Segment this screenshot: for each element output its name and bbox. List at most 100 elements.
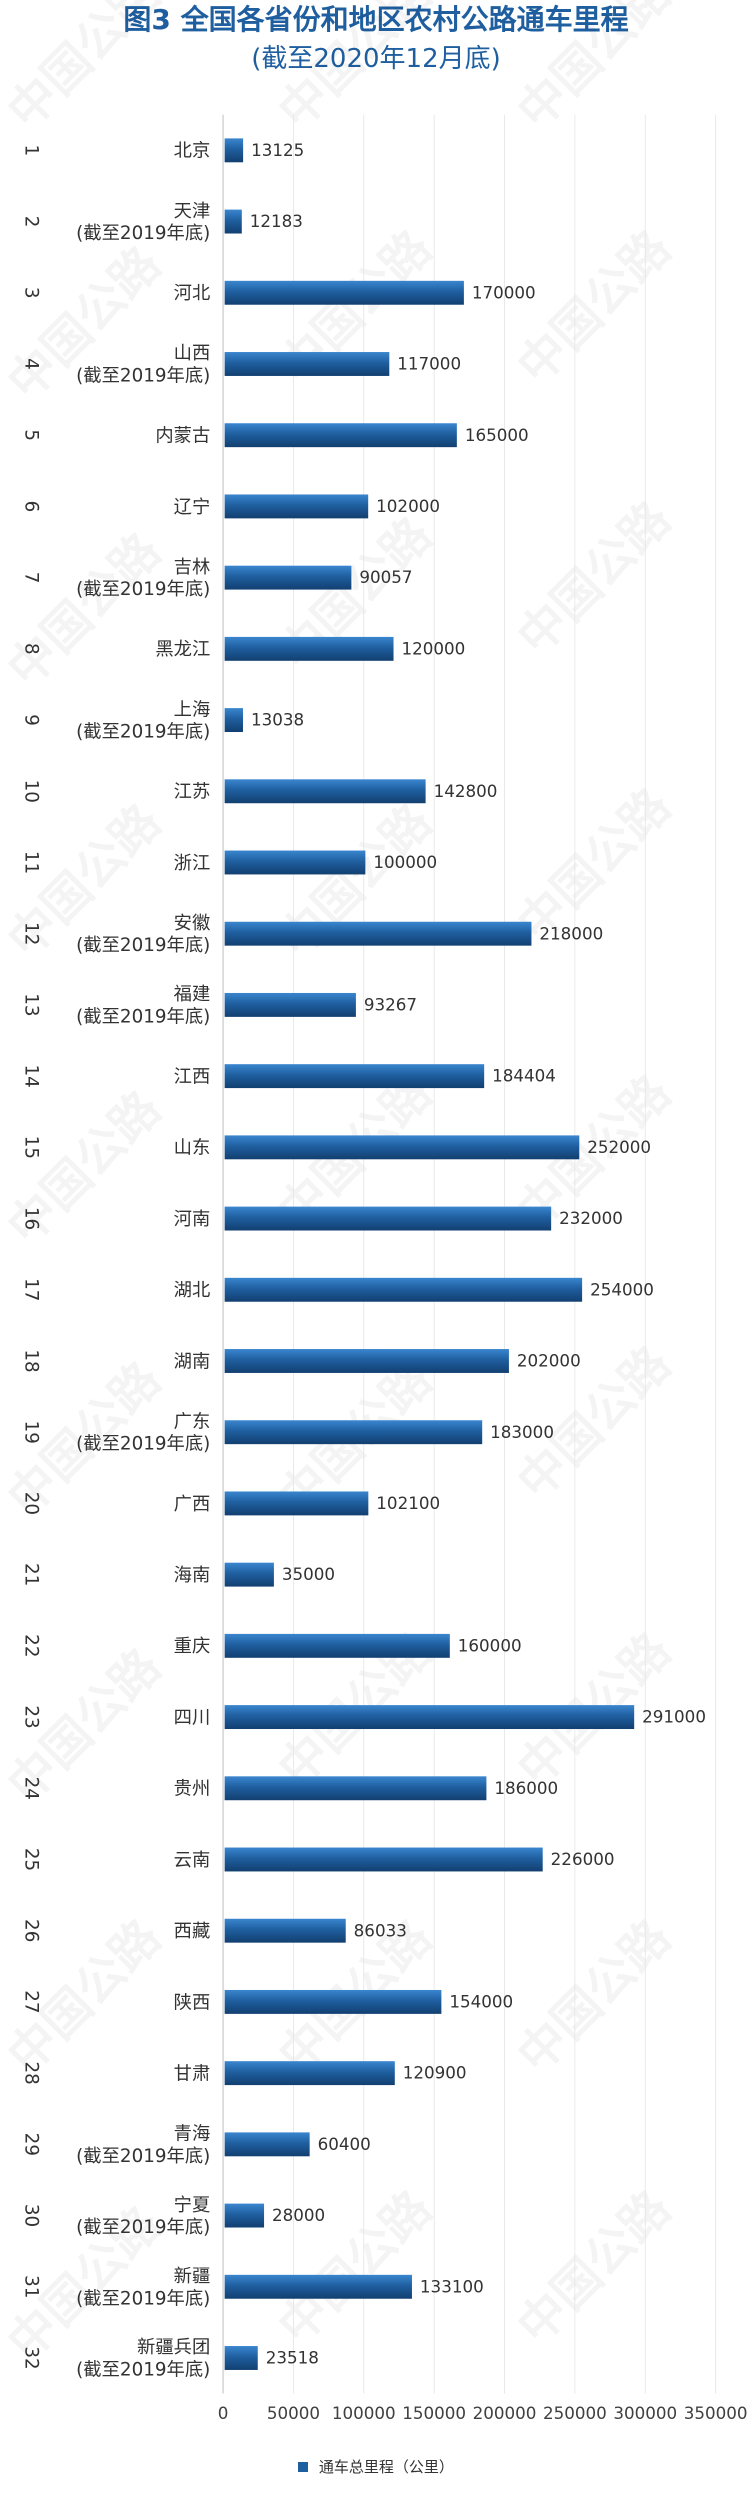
data-label: 28000 <box>272 2205 325 2225</box>
data-label: 160000 <box>458 1635 522 1655</box>
data-label: 102100 <box>376 1493 440 1513</box>
data-label: 93267 <box>364 994 417 1014</box>
chart-title-block: 图3 全国各省份和地区农村公路通车里程 (截至2020年12月底) <box>0 0 752 78</box>
category-label: 西藏 <box>174 1921 211 1942</box>
category-index: 9 <box>20 714 41 726</box>
bar <box>224 565 352 590</box>
watermark-text: 中国公路 <box>507 1910 681 2084</box>
category-label: 上海 <box>174 699 211 720</box>
category-label: 浙江 <box>174 853 211 874</box>
category-label: 安徽 <box>174 913 211 934</box>
data-label: 186000 <box>494 1778 558 1798</box>
category-index: 17 <box>20 1278 41 1301</box>
legend: 通车总里程（公里） <box>0 2456 752 2477</box>
category-index: 2 <box>20 216 41 228</box>
data-label: 254000 <box>590 1279 654 1299</box>
watermark-text: 中国公路 <box>507 221 681 395</box>
category-label: 四川 <box>174 1707 211 1728</box>
watermark-text: 中国公路 <box>507 0 681 140</box>
category-note: (截至2019年底) <box>76 579 210 600</box>
x-tick-label: 250000 <box>543 2403 607 2423</box>
bar <box>224 1633 450 1658</box>
data-label: 86033 <box>354 1920 407 1940</box>
bar <box>224 1135 580 1160</box>
data-label: 100000 <box>373 852 437 872</box>
bar <box>224 1277 583 1302</box>
data-label: 120000 <box>401 638 465 658</box>
category-note: (截至2019年底) <box>76 2217 210 2238</box>
category-note: (截至2019年底) <box>76 935 210 956</box>
category-note: (截至2019年底) <box>76 2288 210 2309</box>
watermark-text: 中国公路 <box>0 0 172 140</box>
bar <box>224 2203 265 2228</box>
bar <box>224 708 243 733</box>
x-tick-label: 0 <box>218 2403 229 2423</box>
chart-title: 图3 全国各省份和地区农村公路通车里程 <box>123 3 629 36</box>
category-note: (截至2019年底) <box>76 2360 210 2381</box>
bar <box>224 1562 274 1587</box>
category-label: 陕西 <box>174 1992 211 2013</box>
bar <box>224 1349 509 1373</box>
chart-subtitle: (截至2020年12月底) <box>251 44 501 74</box>
category-note: (截至2019年底) <box>76 366 210 387</box>
watermark-text: 中国公路 <box>268 0 442 140</box>
category-note: (截至2019年底) <box>76 1434 210 1455</box>
data-label: 142800 <box>434 781 498 801</box>
category-index: 7 <box>20 572 41 584</box>
bar <box>224 2061 395 2086</box>
bar <box>224 423 457 448</box>
category-index: 6 <box>20 501 41 513</box>
data-label: 35000 <box>282 1564 335 1584</box>
category-note: (截至2019年底) <box>76 2146 210 2167</box>
category-index: 16 <box>20 1207 41 1230</box>
category-index: 12 <box>20 922 41 945</box>
x-tick-label: 150000 <box>402 2403 466 2423</box>
category-label: 新疆 <box>174 2266 211 2287</box>
category-index: 5 <box>20 429 41 441</box>
category-index: 4 <box>20 358 41 370</box>
bar <box>224 921 532 946</box>
x-tick-label: 300000 <box>613 2403 677 2423</box>
category-index: 20 <box>20 1492 41 1515</box>
data-label: 183000 <box>490 1422 554 1442</box>
bar <box>224 779 426 804</box>
category-label: 云南 <box>174 1850 211 1871</box>
data-label: 90057 <box>359 567 412 587</box>
category-index: 26 <box>20 1919 41 1942</box>
data-label: 184404 <box>492 1066 556 1086</box>
category-note: (截至2019年底) <box>76 722 210 743</box>
category-index: 29 <box>20 2133 41 2156</box>
data-label: 202000 <box>517 1351 581 1371</box>
category-index: 21 <box>20 1563 41 1586</box>
category-label: 山西 <box>174 343 211 364</box>
category-label: 山东 <box>174 1138 211 1159</box>
bar <box>224 1847 543 1872</box>
data-label: 218000 <box>539 923 603 943</box>
data-label: 291000 <box>642 1707 706 1727</box>
category-label: 江苏 <box>174 782 211 803</box>
category-note: (截至2019年底) <box>76 223 210 244</box>
bar <box>224 850 366 875</box>
watermark-text: 中国公路 <box>507 2181 681 2355</box>
data-label: 154000 <box>449 1991 513 2011</box>
bars-layer <box>224 138 635 2370</box>
category-index: 14 <box>20 1064 41 1087</box>
category-index: 3 <box>20 287 41 299</box>
watermark-text: 中国公路 <box>0 523 172 697</box>
bar <box>224 1776 487 1801</box>
category-label: 湖北 <box>174 1280 211 1301</box>
category-index: 22 <box>20 1634 41 1657</box>
bar <box>224 1206 552 1231</box>
category-label: 青海 <box>174 2124 211 2145</box>
category-label: 黑龙江 <box>155 639 210 660</box>
category-label: 广西 <box>174 1494 211 1515</box>
bar <box>224 1064 485 1089</box>
watermark-text: 中国公路 <box>507 491 681 665</box>
category-label: 内蒙古 <box>155 426 210 447</box>
category-label: 湖南 <box>174 1351 211 1372</box>
bar <box>224 352 390 376</box>
category-index: 13 <box>20 993 41 1016</box>
x-tick-label: 100000 <box>332 2403 396 2423</box>
labels-layer: 13125北京112183天津(截至2019年底)2170000河北311700… <box>20 140 705 2381</box>
